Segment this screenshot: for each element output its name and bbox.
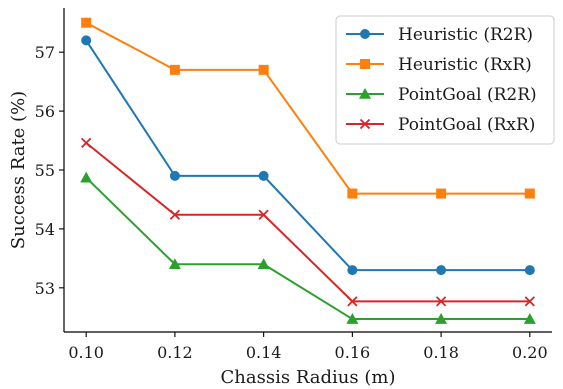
data-point-pointgoal-r2r [168, 258, 181, 270]
legend-label: Heuristic (R2R) [398, 25, 533, 45]
legend-entry-pointgoal-r2r: PointGoal (R2R) [346, 85, 537, 105]
data-point-heuristic-r2r [436, 265, 447, 276]
series-line-pointgoal-rxr [85, 142, 530, 303]
data-point-pointgoal-r2r [435, 313, 448, 324]
data-point-heuristic-rxr [258, 64, 269, 75]
y-tick-label: 57 [35, 43, 55, 62]
y-ticks: 53 54 55 56 57 [35, 43, 64, 298]
legend-marker [359, 118, 371, 130]
series-heuristic-r2r [81, 35, 535, 276]
data-point-pointgoal-rxr [524, 296, 535, 307]
legend-entry-pointgoal-rxr: PointGoal (RxR) [346, 115, 535, 135]
data-point-pointgoal-rxr [81, 137, 92, 149]
data-point-pointgoal-r2r [346, 313, 359, 324]
data-point-heuristic-r2r [524, 265, 535, 276]
y-tick-label: 56 [35, 102, 55, 121]
data-point-heuristic-rxr [169, 64, 180, 75]
data-point-pointgoal-r2r [523, 313, 536, 324]
data-point-heuristic-rxr [436, 188, 447, 199]
data-point-heuristic-r2r [258, 170, 269, 181]
data-point-heuristic-rxr [81, 17, 92, 28]
x-tick-label: 0.12 [157, 343, 193, 362]
series-line-pointgoal-r2r [85, 176, 530, 321]
x-tick-label: 0.14 [246, 343, 282, 362]
data-point-pointgoal-rxr [347, 296, 358, 307]
x-tick-label: 0.10 [68, 343, 104, 362]
data-point-heuristic-r2r [81, 35, 92, 46]
series-pointgoal-r2r [80, 171, 536, 324]
data-point-heuristic-rxr [524, 188, 535, 199]
legend-marker [360, 59, 370, 69]
x-tick-label: 0.20 [512, 343, 548, 362]
data-point-heuristic-r2r [169, 170, 180, 181]
legend-box [335, 15, 555, 145]
legend-label: PointGoal (R2R) [398, 85, 537, 105]
series-heuristic-rxr [81, 17, 535, 199]
x-tick-label: 0.18 [423, 343, 459, 362]
legend-marker [360, 29, 370, 39]
legend-entry-heuristic-rxr: Heuristic (RxR) [346, 55, 532, 75]
x-ticks: 0.10 0.12 0.14 0.16 0.18 0.20 [68, 332, 548, 362]
data-point-pointgoal-rxr [258, 209, 269, 220]
legend-label: PointGoal (RxR) [398, 115, 535, 135]
y-tick-label: 55 [35, 161, 55, 180]
x-axis-label: Chassis Radius (m) [221, 367, 396, 388]
data-point-heuristic-rxr [347, 188, 358, 199]
data-point-pointgoal-r2r [80, 171, 93, 183]
legend-label: Heuristic (RxR) [398, 55, 532, 75]
data-point-pointgoal-rxr [435, 296, 447, 307]
data-point-pointgoal-r2r [257, 258, 270, 270]
legend-marker [359, 88, 371, 99]
series-line-heuristic-rxr [85, 21, 530, 195]
series-layer [80, 17, 536, 324]
data-point-pointgoal-rxr [169, 209, 181, 220]
legend-entry-heuristic-r2r: Heuristic (R2R) [346, 25, 533, 45]
y-axis-label: Success Rate (%) [8, 91, 29, 249]
series-line-heuristic-r2r [85, 39, 530, 272]
legend: Heuristic (R2R) Heuristic (RxR) PointGoal … [335, 15, 555, 145]
y-tick-label: 54 [35, 220, 55, 239]
y-tick-label: 53 [35, 279, 55, 298]
series-pointgoal-rxr [81, 137, 535, 307]
data-point-heuristic-r2r [347, 265, 358, 276]
x-tick-label: 0.16 [335, 343, 371, 362]
